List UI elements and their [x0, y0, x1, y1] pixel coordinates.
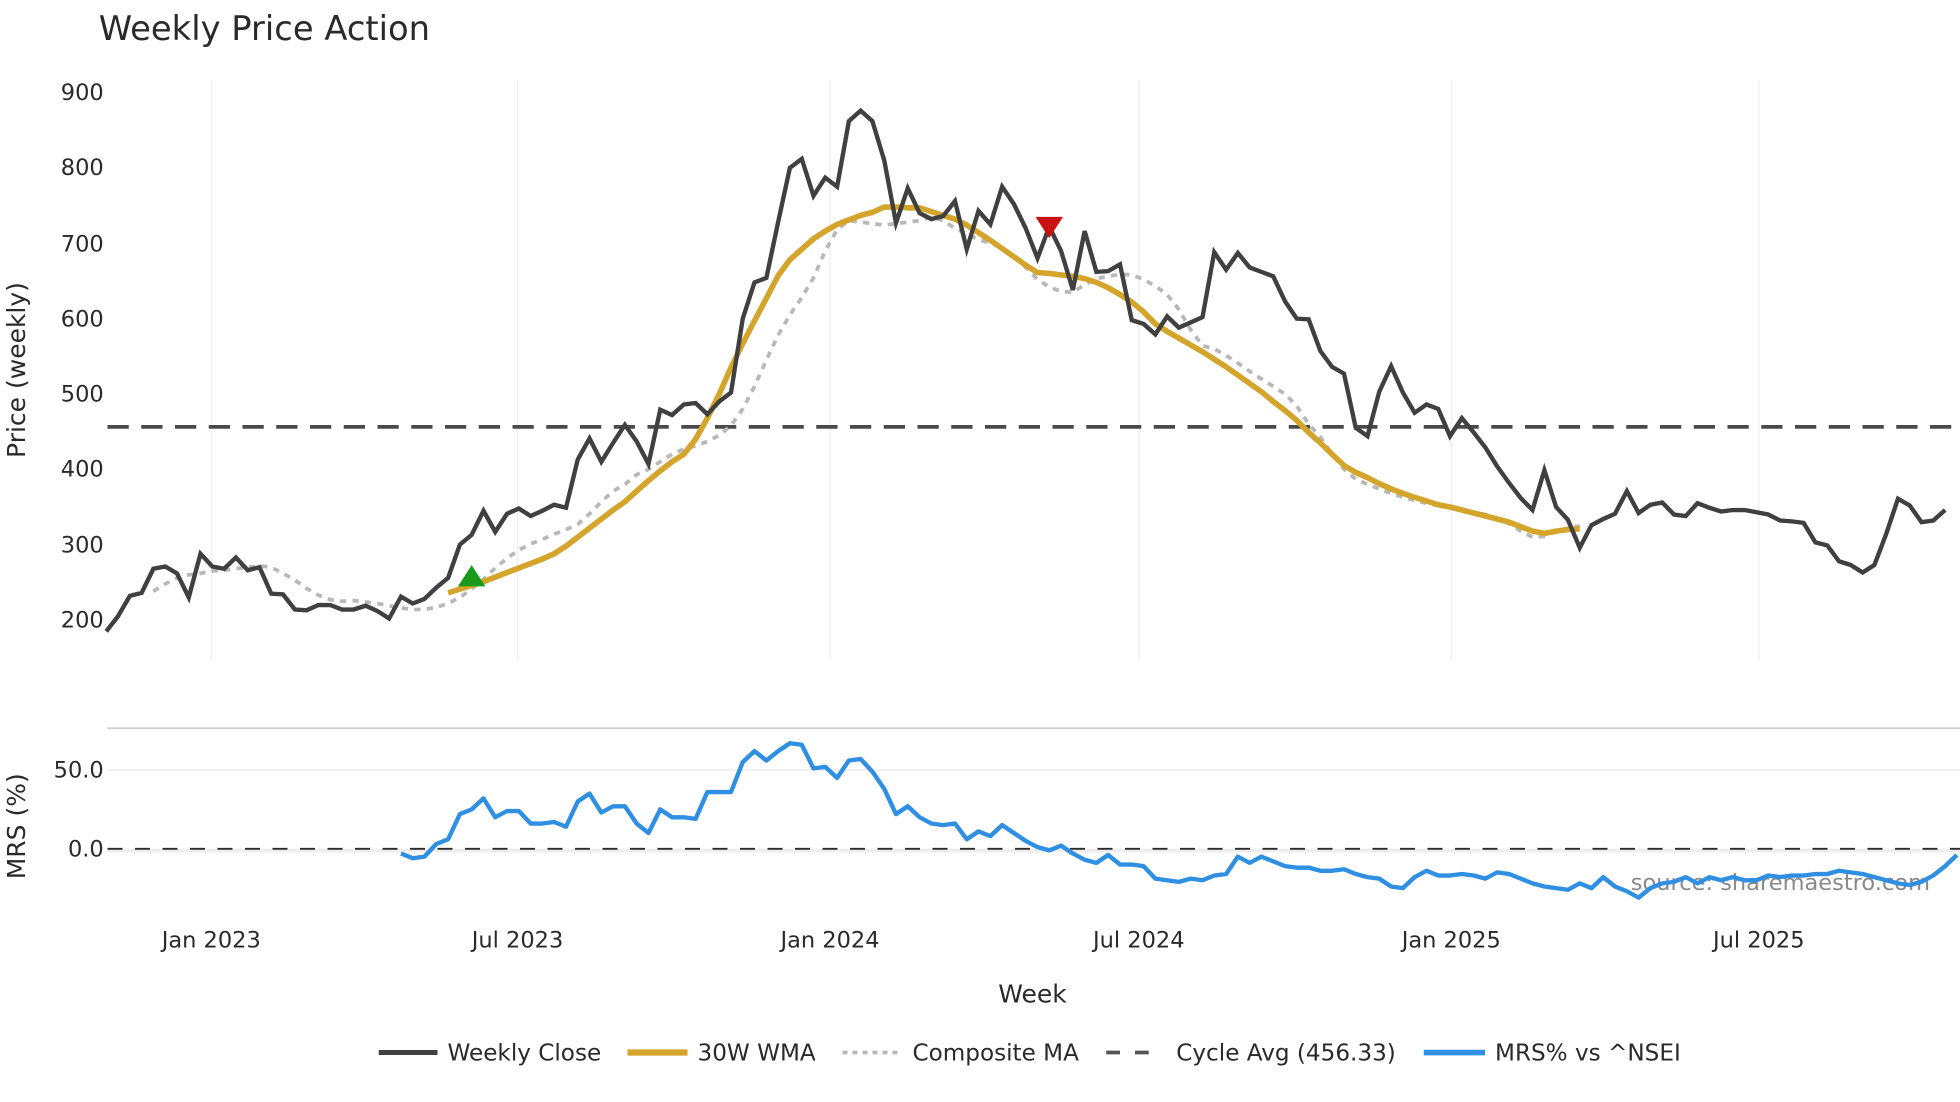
legend-item-composite-ma[interactable]: Composite MA: [842, 1041, 1080, 1067]
x-tick-jul-2025: Jul 2025: [1711, 928, 1805, 954]
x-axis: Jan 2023 Jul 2023 Jan 2024 Jul 2024 Jan …: [160, 928, 1805, 954]
legend-item-30w-wma[interactable]: 30W WMA: [627, 1041, 816, 1067]
price-axis-title: Price (weekly): [2, 282, 31, 458]
mrs-tick-50: 50.0: [54, 758, 104, 784]
price-vertical-gridlines: [210, 80, 1760, 661]
y-tick-200: 200: [61, 608, 104, 634]
legend-item-weekly-close[interactable]: Weekly Close: [378, 1041, 602, 1067]
y-tick-800: 800: [61, 155, 104, 181]
x-tick-jan-2025: Jan 2025: [1400, 928, 1501, 954]
source-watermark: source: sharemaestro.com: [1631, 870, 1930, 896]
legend: Weekly Close 30W WMA Composite MA Cycle …: [378, 1041, 1681, 1067]
composite-ma-line: [152, 214, 1581, 612]
mrs-axis-title: MRS (%): [2, 773, 31, 879]
y-tick-400: 400: [61, 456, 104, 482]
mrs-line: [400, 741, 1959, 900]
legend-item-cycle-avg[interactable]: Cycle Avg (456.33): [1106, 1041, 1396, 1067]
legend-label-composite-ma: Composite MA: [913, 1041, 1080, 1067]
mrs-tick-0: 0.0: [68, 836, 104, 862]
weekly-close-line: [104, 107, 1947, 633]
legend-label-weekly-close: Weekly Close: [448, 1041, 602, 1067]
x-tick-jul-2024: Jul 2024: [1091, 928, 1185, 954]
y-tick-300: 300: [61, 533, 104, 559]
price-y-axis: 900 800 700 600 500 400 300 200: [61, 80, 104, 634]
mrs-y-axis: 50.0 0.0: [54, 758, 104, 863]
sell-signal-triangle-icon: [1035, 216, 1063, 239]
x-tick-jan-2024: Jan 2024: [778, 928, 879, 954]
y-tick-900: 900: [61, 80, 104, 106]
y-tick-500: 500: [61, 381, 104, 407]
legend-item-mrs[interactable]: MRS% vs ^NSEI: [1423, 1041, 1681, 1067]
x-axis-title: Week: [998, 980, 1067, 1009]
legend-label-30w-wma: 30W WMA: [698, 1041, 816, 1067]
x-tick-jan-2023: Jan 2023: [160, 928, 261, 954]
wma-30w-line: [447, 204, 1580, 596]
legend-label-mrs: MRS% vs ^NSEI: [1495, 1041, 1681, 1067]
chart-title: Weekly Price Action: [99, 9, 430, 48]
legend-label-cycle-avg: Cycle Avg (456.33): [1176, 1041, 1396, 1067]
x-tick-jul-2023: Jul 2023: [470, 928, 564, 954]
y-tick-600: 600: [61, 306, 104, 332]
y-tick-700: 700: [61, 231, 104, 257]
buy-signal-triangle-icon: [457, 565, 486, 587]
